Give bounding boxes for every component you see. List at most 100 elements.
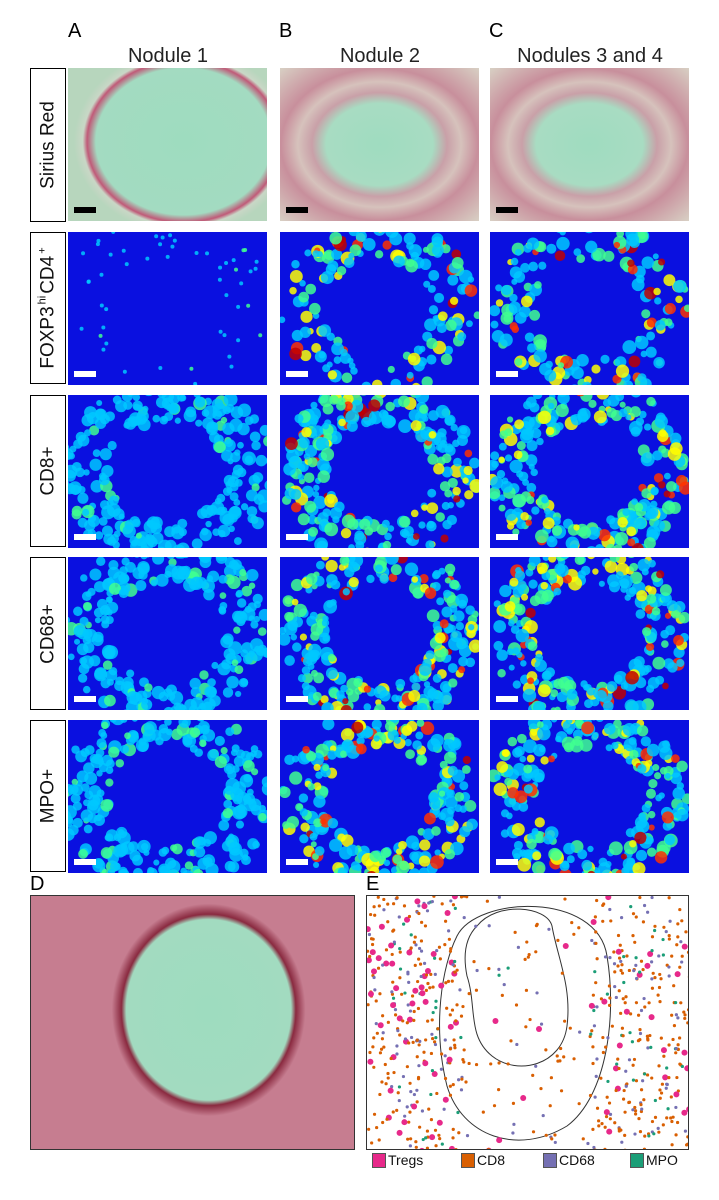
cell-point-cd8 <box>400 992 404 996</box>
cell-point-tregs <box>401 1119 408 1126</box>
heat-spot <box>199 702 206 710</box>
cell-point-cd68 <box>534 1064 538 1068</box>
heat-spot <box>343 257 355 268</box>
cell-point-cd8 <box>391 1110 395 1114</box>
heat-spot <box>89 568 102 581</box>
cell-point-cd8 <box>448 1093 453 1097</box>
heat-spot <box>500 829 510 838</box>
heat-spot <box>415 395 430 404</box>
heatmap-image-b <box>280 232 479 385</box>
heat-spot <box>614 544 623 548</box>
cell-point-cd8 <box>643 1005 647 1009</box>
row-label-mid: CD4 <box>37 255 59 294</box>
cell-point-cd8 <box>386 902 390 906</box>
cell-point-cd8 <box>572 1057 576 1061</box>
heat-spot <box>449 463 464 478</box>
heat-spot <box>382 540 392 548</box>
heat-spot <box>368 399 381 412</box>
heat-spot <box>663 490 671 498</box>
heatmap-svg <box>68 720 267 873</box>
heat-spot <box>514 248 522 256</box>
cell-point-cd8 <box>650 1076 654 1080</box>
cell-point-cd8 <box>375 1031 379 1035</box>
heat-spot <box>307 651 319 662</box>
heat-spot <box>427 284 436 293</box>
heat-spot <box>214 755 227 769</box>
cell-point-cd68 <box>608 907 612 912</box>
heat-spot <box>667 447 682 461</box>
cell-point-tregs <box>684 1065 688 1072</box>
cell-point-mpo <box>409 933 413 937</box>
heat-spot <box>464 490 474 500</box>
cell-point-cd8 <box>631 912 636 916</box>
heat-spot <box>490 305 501 317</box>
cell-point-cd68 <box>397 1098 401 1103</box>
cell-point-cd8 <box>407 914 412 919</box>
cell-point-cd8 <box>371 1045 375 1049</box>
heat-spot <box>556 691 568 703</box>
cell-point-tregs <box>390 1002 397 1009</box>
heat-spot <box>529 402 540 413</box>
heat-spot <box>255 454 267 467</box>
heat-spot <box>513 840 523 850</box>
heat-spot <box>556 236 570 251</box>
heat-spot <box>123 709 130 710</box>
heat-spot <box>512 493 527 508</box>
heat-spot <box>373 735 380 742</box>
cell-point-cd8 <box>427 1107 431 1111</box>
cell-point-tregs <box>406 949 413 956</box>
heat-spot <box>80 574 88 582</box>
heat-spot <box>667 662 678 673</box>
heat-spot <box>197 721 210 733</box>
heat-spot <box>450 296 459 305</box>
cell-point-tregs <box>412 987 419 994</box>
cell-point-cd8 <box>370 942 375 947</box>
scale-bar <box>286 696 308 702</box>
heat-spot <box>82 685 91 694</box>
cell-point-cd68 <box>435 949 439 953</box>
cell-point-cd8 <box>657 985 662 990</box>
cell-point-cd8 <box>619 1011 623 1015</box>
heat-spot <box>515 511 522 519</box>
heat-spot <box>663 274 676 287</box>
cell-point-cd8 <box>559 1089 564 1093</box>
cell-point-cd8 <box>638 1028 642 1032</box>
heat-spot <box>635 849 648 862</box>
heat-spot <box>580 680 588 688</box>
heat-spot <box>308 302 321 315</box>
cell-point-cd8 <box>608 996 612 1000</box>
heat-spot <box>537 684 551 698</box>
heat-spot <box>645 759 653 767</box>
cell-point-tregs <box>378 923 385 930</box>
cell-point-cd8 <box>683 1013 687 1017</box>
heat-spot <box>678 611 689 624</box>
heat-spot <box>251 440 261 451</box>
heat-spot <box>662 682 669 690</box>
heat-spot <box>428 270 440 281</box>
heat-spot <box>298 437 310 449</box>
heat-spot <box>557 395 567 397</box>
heat-spot <box>615 364 630 378</box>
cell-point-tregs <box>370 968 377 975</box>
heat-spot <box>360 395 367 396</box>
cell-point-cd8 <box>531 1073 535 1077</box>
heat-spot <box>561 736 576 750</box>
heat-spot <box>332 516 340 524</box>
cell-point-cd8 <box>568 1026 572 1030</box>
cell-point-cd68 <box>427 901 431 905</box>
heat-spot <box>102 660 113 670</box>
heat-spot <box>320 818 327 825</box>
cell-point-cd8 <box>593 1148 597 1149</box>
cell-point-cd8 <box>381 1014 385 1018</box>
cell-point-cd68 <box>407 980 411 984</box>
heat-spot <box>82 508 90 517</box>
heat-spot <box>241 248 246 253</box>
heat-spot <box>114 680 125 692</box>
heat-spot <box>555 403 569 418</box>
heat-spot <box>98 333 103 338</box>
heat-spot <box>445 319 457 332</box>
heat-spot <box>403 232 416 245</box>
heat-spot <box>542 517 555 530</box>
cell-point-tregs <box>414 898 421 905</box>
heat-spot <box>517 857 532 872</box>
